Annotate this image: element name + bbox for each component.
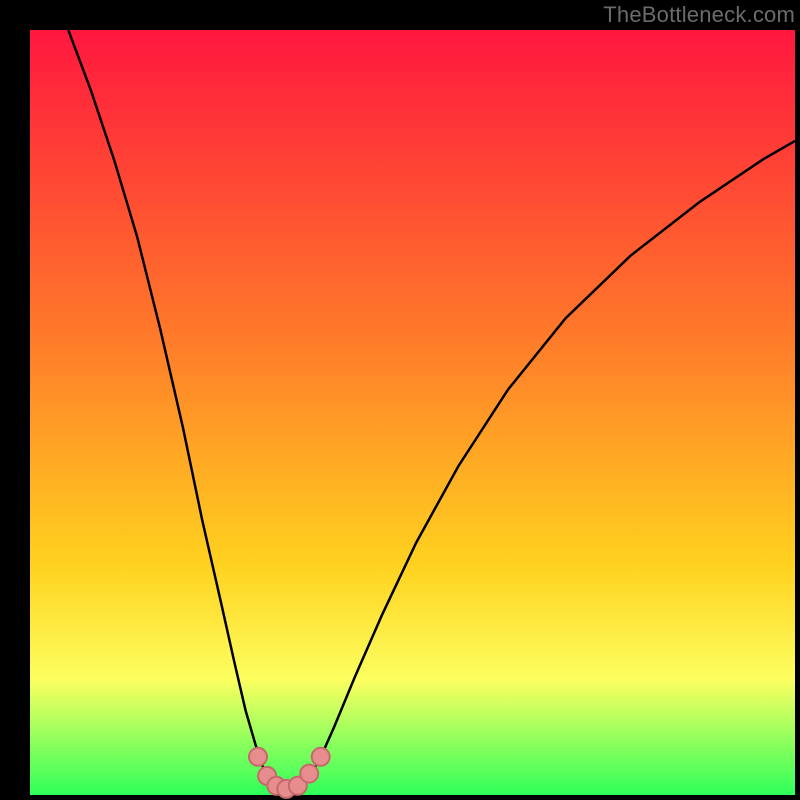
bottleneck-curve [68, 30, 795, 789]
marker-group [249, 748, 330, 798]
outer-frame: TheBottleneck.com [0, 0, 800, 800]
curve-marker [300, 765, 318, 783]
curve-group [68, 30, 795, 789]
chart-svg [0, 0, 800, 800]
curve-marker [249, 748, 267, 766]
watermark-text: TheBottleneck.com [603, 2, 795, 28]
curve-marker [312, 748, 330, 766]
